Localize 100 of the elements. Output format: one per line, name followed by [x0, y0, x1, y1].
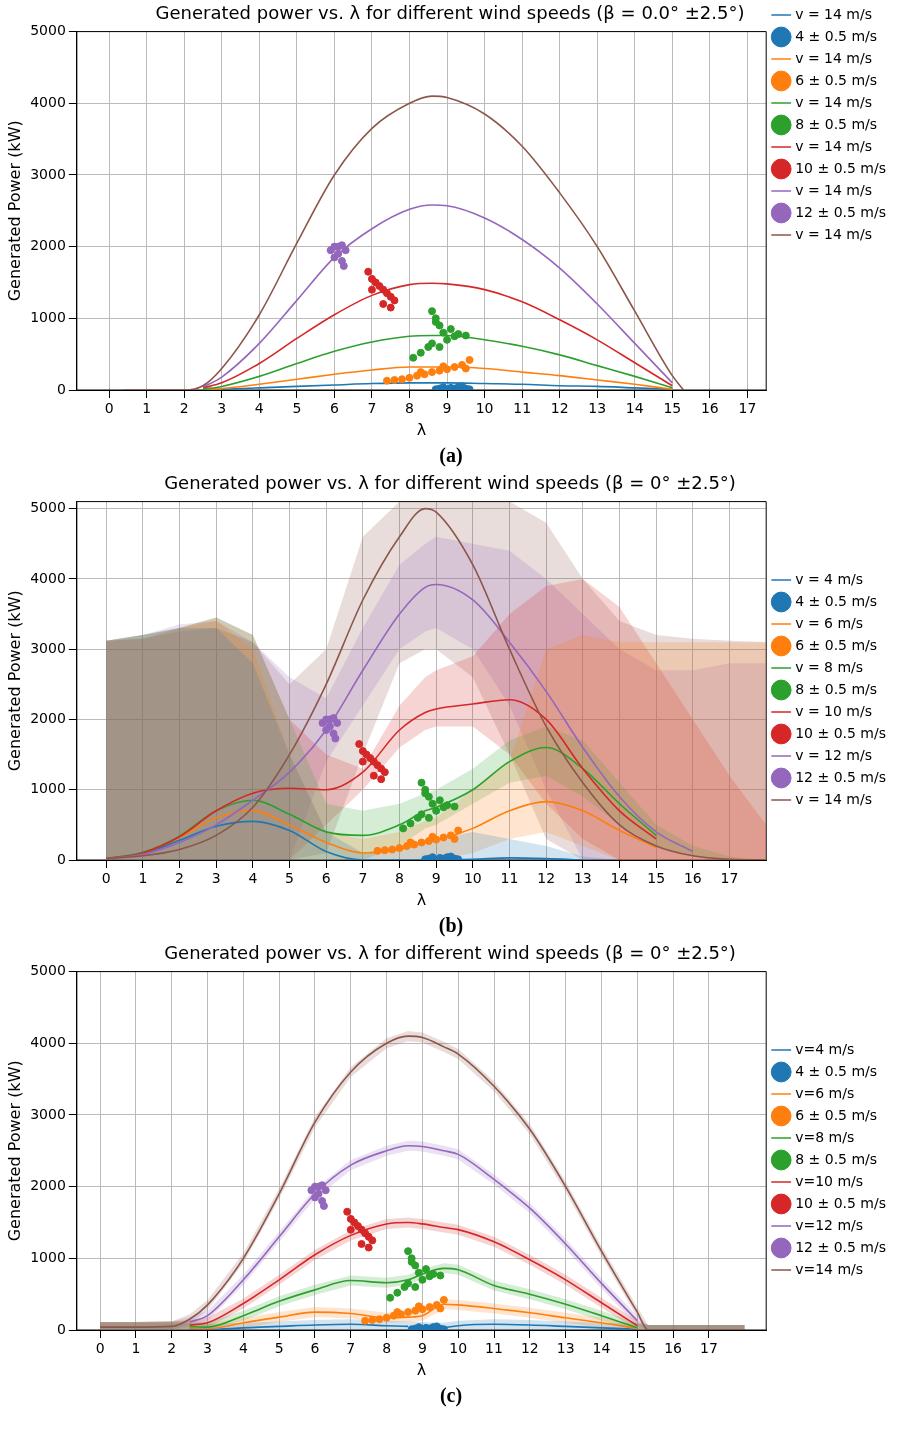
x-tick-label: 9 — [442, 400, 452, 417]
legend-label: v = 14 m/s — [795, 5, 873, 22]
x-tick-label: 9 — [431, 870, 441, 887]
y-tick-label: 4000 — [30, 93, 66, 110]
legend-label: 8 ± 0.5 m/s — [795, 680, 878, 697]
y-tick-label: 3000 — [30, 1105, 66, 1122]
x-tick-label: 1 — [131, 1340, 141, 1357]
x-tick-label: 4 — [254, 400, 264, 417]
x-tick-label: 17 — [699, 1340, 718, 1357]
legend-label: 4 ± 0.5 m/s — [795, 592, 878, 609]
y-tick-label: 0 — [56, 1320, 66, 1337]
x-tick-label: 4 — [238, 1340, 248, 1357]
x-tick-label: 0 — [101, 870, 111, 887]
x-axis-title: λ — [416, 419, 427, 439]
x-tick-label: 14 — [610, 870, 629, 887]
x-tick-label: 11 — [500, 870, 519, 887]
x-tick-label: 6 — [321, 870, 331, 887]
x-tick-label: 1 — [142, 400, 152, 417]
legend-label: v=4 m/s — [795, 1040, 855, 1057]
legend-label: v=8 m/s — [795, 1128, 855, 1145]
legend-label: v = 14 m/s — [795, 137, 873, 154]
x-tick-label: 12 — [537, 870, 556, 887]
y-tick-label: 3000 — [30, 639, 66, 656]
x-tick-label: 13 — [588, 400, 607, 417]
legend-label: 10 ± 0.5 m/s — [795, 159, 886, 176]
legend-label: v = 6 m/s — [795, 614, 864, 631]
x-tick-label: 11 — [513, 400, 532, 417]
legend-label: v = 14 m/s — [795, 790, 873, 807]
legend-label: 6 ± 0.5 m/s — [795, 71, 878, 88]
x-tick-label: 17 — [738, 400, 757, 417]
x-tick-label: 5 — [285, 870, 294, 887]
x-tick-label: 12 — [520, 1340, 539, 1357]
x-tick-label: 15 — [663, 400, 682, 417]
y-tick-label: 1000 — [30, 308, 66, 325]
x-tick-label: 16 — [664, 1340, 683, 1357]
legend-label: v = 14 m/s — [795, 181, 873, 198]
x-tick-label: 8 — [405, 400, 414, 417]
x-tick-label: 5 — [274, 1340, 284, 1357]
y-axis-title: Generated Power (kW) — [4, 120, 24, 302]
y-tick-label: 2000 — [30, 237, 66, 254]
legend-label: 4 ± 0.5 m/s — [795, 1062, 878, 1079]
legend-label: v = 12 m/s — [795, 746, 873, 763]
x-tick-label: 13 — [556, 1340, 575, 1357]
y-tick-label: 4000 — [30, 569, 66, 586]
y-tick-label: 3000 — [30, 165, 66, 182]
legend-label: 4 ± 0.5 m/s — [795, 27, 878, 44]
x-tick-label: 6 — [329, 400, 339, 417]
y-tick-label: 4000 — [30, 1033, 66, 1050]
legend-label: v=10 m/s — [795, 1172, 864, 1189]
legend-label: v = 14 m/s — [795, 225, 873, 242]
y-tick-label: 0 — [56, 380, 66, 397]
x-tick-label: 8 — [395, 870, 404, 887]
x-tick-label: 15 — [647, 870, 666, 887]
x-tick-label: 8 — [382, 1340, 392, 1357]
x-tick-label: 2 — [179, 400, 189, 417]
x-tick-label: 16 — [700, 400, 719, 417]
y-tick-label: 5000 — [30, 962, 66, 979]
legend-label: v=6 m/s — [795, 1084, 855, 1101]
y-tick-label: 5000 — [30, 22, 66, 39]
legend-label: 8 ± 0.5 m/s — [795, 115, 878, 132]
y-tick-label: 5000 — [30, 499, 66, 516]
legend-label: 12 ± 0.5 m/s — [795, 203, 886, 220]
legend-label: v = 10 m/s — [795, 702, 873, 719]
legend-label: 12 ± 0.5 m/s — [795, 768, 886, 785]
text: (c) — [438, 1383, 464, 1409]
chart-title: Generated power vs. λ for different wind speeds (β = 0° ±2.5°) — [164, 942, 736, 964]
x-tick-label: 3 — [211, 870, 221, 887]
y-tick-label: 2000 — [30, 1177, 66, 1194]
legend-label: 6 ± 0.5 m/s — [795, 1106, 878, 1123]
x-tick-label: 15 — [628, 1340, 647, 1357]
x-tick-label: 14 — [592, 1340, 611, 1357]
legend-label: v=14 m/s — [795, 1260, 864, 1277]
x-tick-label: 10 — [449, 1340, 468, 1357]
legend-label: 6 ± 0.5 m/s — [795, 636, 878, 653]
x-tick-label: 2 — [175, 870, 184, 887]
x-tick-label: 14 — [625, 400, 644, 417]
x-axis-title: λ — [416, 1359, 427, 1379]
text: (b) — [437, 913, 465, 939]
x-tick-label: 3 — [217, 400, 227, 417]
x-tick-label: 0 — [104, 400, 114, 417]
legend-label: 12 ± 0.5 m/s — [795, 1238, 886, 1255]
legend-label: 10 ± 0.5 m/s — [795, 724, 886, 741]
legend-label: v = 14 m/s — [795, 49, 873, 66]
legend-label: v=12 m/s — [795, 1216, 864, 1233]
y-axis-title: Generated Power (kW) — [4, 590, 24, 772]
legend-label: 10 ± 0.5 m/s — [795, 1194, 886, 1211]
y-tick-label: 0 — [56, 850, 66, 867]
x-tick-label: 5 — [292, 400, 302, 417]
y-tick-label: 2000 — [30, 710, 66, 727]
text: (a) — [438, 443, 464, 468]
x-axis-title: λ — [416, 889, 427, 909]
x-tick-label: 7 — [346, 1340, 356, 1357]
x-tick-label: 7 — [367, 400, 377, 417]
legend-label: v = 4 m/s — [795, 570, 864, 587]
y-tick-label: 1000 — [30, 780, 66, 797]
x-tick-label: 17 — [720, 870, 739, 887]
x-tick-label: 1 — [138, 870, 148, 887]
y-tick-label: 1000 — [30, 1248, 66, 1265]
x-tick-label: 13 — [573, 870, 592, 887]
x-tick-label: 0 — [95, 1340, 105, 1357]
